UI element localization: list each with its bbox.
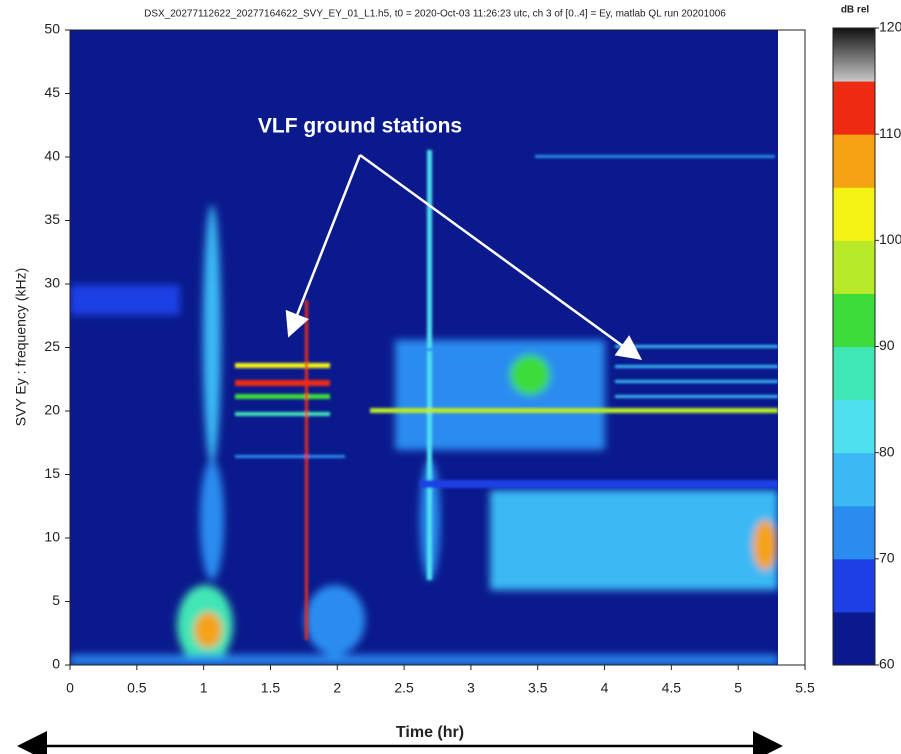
y-tick-label: 30 (44, 275, 60, 291)
colorbar-tick-label: 70 (879, 550, 895, 566)
colorbar-tick-label: 90 (879, 337, 895, 353)
colorbar-band (833, 81, 875, 135)
x-tick-label: 5 (734, 680, 742, 696)
x-tick-label: 2 (333, 680, 341, 696)
colorbar-label: dB rel (841, 5, 870, 16)
x-tick-label: 4 (601, 680, 609, 696)
colorbar-band (833, 505, 875, 560)
colorbar-tick-label: 60 (879, 656, 895, 672)
annotation-arrow (285, 154, 362, 338)
colorbar-band (833, 346, 875, 401)
x-tick-label: 2.5 (394, 680, 414, 696)
colorbar-tick-label: 110 (879, 125, 901, 141)
y-tick-label: 50 (44, 21, 60, 37)
x-tick-label: 3 (467, 680, 475, 696)
colorbar-tick-label: 80 (879, 443, 895, 459)
y-tick-label: 5 (52, 592, 60, 608)
colorbar-band (833, 187, 875, 241)
colorbar-band (833, 293, 875, 347)
x-tick-label: 0 (66, 680, 74, 696)
x-tick-label: 1 (200, 680, 208, 696)
y-axis-label: SVY Ey : frequency (kHz) (13, 268, 29, 426)
y-tick-label: 45 (44, 84, 60, 100)
colorbar-band (833, 240, 875, 294)
annotation-arrow (359, 153, 643, 360)
colorbar-band (833, 611, 875, 666)
x-tick-label: 5.5 (795, 680, 815, 696)
annotation: VLF ground stations (258, 115, 462, 138)
colorbar-tick-label: 120 (879, 19, 901, 35)
x-tick-label: 0.5 (127, 680, 147, 696)
colorbar-tick-label: 100 (879, 231, 901, 247)
y-tick-label: 25 (44, 338, 60, 354)
axes: 0 0.5 1 1.5 2 2.5 3 3.5 4 4.5 5 5.5 0 5 10 15 20 25 30 35 40… (44, 19, 901, 696)
colorbar-band (833, 134, 875, 188)
y-tick-label: 10 (44, 529, 60, 545)
y-tick-label: 40 (44, 148, 60, 164)
colorbar-band (833, 558, 875, 613)
x-axis-label: Time (hr) (396, 724, 464, 741)
chart-title: DSX_20277112622_20277164622_SVY_EY_01_L1… (144, 9, 726, 20)
colorbar-band (833, 399, 875, 454)
colorbar-band (833, 452, 875, 507)
y-tick-label: 15 (44, 465, 60, 481)
y-tick-label: 20 (44, 402, 60, 418)
spectrogram (70, 30, 778, 665)
y-tick-label: 0 (52, 656, 60, 672)
y-tick-label: 35 (44, 211, 60, 227)
x-tick-label: 1.5 (261, 680, 281, 696)
x-tick-label: 4.5 (662, 680, 682, 696)
colorbar-band (833, 28, 875, 82)
x-tick-label: 3.5 (528, 680, 548, 696)
